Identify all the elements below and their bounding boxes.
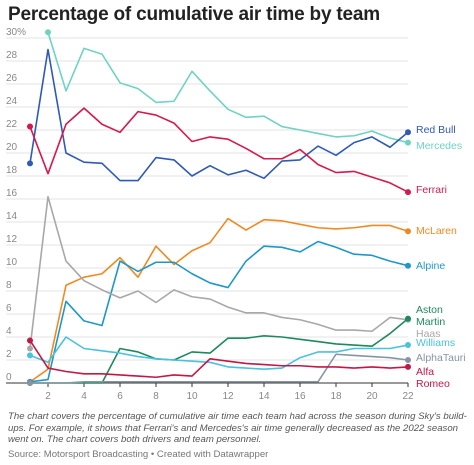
y-tick-label: 14 <box>6 211 18 222</box>
series-line-alfa-romeo <box>29 340 409 379</box>
y-tick-label: 22 <box>6 119 18 130</box>
y-tick-label: 2 <box>6 349 12 360</box>
x-tick-label: 2 <box>45 391 51 402</box>
series-line-aston-martin <box>30 317 409 384</box>
series-start-point-ferrari <box>27 123 33 130</box>
y-tick-label: 10 <box>6 257 18 268</box>
series-line-ferrari <box>29 107 409 193</box>
series-label-red-bull: Red Bull <box>416 124 456 136</box>
series-start-point-mercedes <box>45 29 51 36</box>
x-tick-label: 10 <box>186 391 198 402</box>
series-label-alphatauri: AlphaTauri <box>416 352 466 364</box>
x-tick-label: 4 <box>81 391 87 402</box>
series-line-williams <box>29 336 409 371</box>
x-tick-label: 16 <box>294 391 306 402</box>
series-label-aston-martin: Martin <box>416 316 445 328</box>
y-tick-label: 24 <box>6 96 18 107</box>
series-end-point-williams <box>405 342 411 349</box>
chart-caption: The chart covers the percentage of cumul… <box>8 411 467 446</box>
y-tick-label: 6 <box>6 303 12 314</box>
series-end-point-alphatauri <box>405 357 411 363</box>
series-label-mercedes: Mercedes <box>416 140 462 152</box>
x-tick-label: 18 <box>330 391 342 402</box>
x-tick-label: 6 <box>117 391 123 402</box>
series-label-williams: Williams <box>416 337 455 349</box>
series-label-mclaren: McLaren <box>416 225 457 237</box>
series-start-point-red-bull <box>27 160 33 167</box>
series-end-point-mclaren <box>405 228 411 235</box>
series-label-alfa-romeo: Alfa <box>416 366 434 378</box>
series-line-alphatauri <box>30 353 409 384</box>
series-label-haas: Haas <box>416 328 441 340</box>
y-tick-label: 12 <box>6 234 18 245</box>
y-tick-label: 30% <box>6 28 26 38</box>
y-tick-label: 16 <box>6 188 18 199</box>
series-start-point-williams <box>27 352 33 359</box>
y-tick-label: 4 <box>6 326 12 337</box>
series-end-point-aston-martin <box>405 315 411 322</box>
series-start-point-haas <box>27 345 33 352</box>
series-end-point-mercedes <box>405 139 411 146</box>
series-start-point-alphatauri <box>27 380 33 386</box>
x-tick-label: 20 <box>366 391 378 402</box>
x-tick-label: 12 <box>222 391 234 402</box>
series-line-haas <box>29 195 409 349</box>
chart-title: Percentage of cumulative air time by tea… <box>8 4 380 25</box>
series-line-alpine <box>29 240 409 383</box>
x-tick-label: 22 <box>402 391 414 402</box>
y-tick-label: 0 <box>6 372 12 383</box>
chart-source: Source: Motorsport Broadcasting • Create… <box>8 449 269 460</box>
series-label-alfa-romeo: Romeo <box>416 378 450 390</box>
y-tick-label: 26 <box>6 73 18 84</box>
y-tick-label: 8 <box>6 280 12 291</box>
y-tick-label: 18 <box>6 165 18 176</box>
series-end-point-alpine <box>405 262 411 269</box>
series-line-red-bull <box>29 48 409 182</box>
series-label-aston-martin: Aston <box>416 304 443 316</box>
x-tick-label: 14 <box>258 391 270 402</box>
x-tick-label: 8 <box>153 391 159 402</box>
series-line-mercedes <box>47 32 409 144</box>
series-label-alpine: Alpine <box>416 260 445 272</box>
y-tick-label: 20 <box>6 142 18 153</box>
series-line-mclaren <box>29 217 409 383</box>
series-end-point-ferrari <box>405 189 411 196</box>
y-tick-label: 28 <box>6 50 18 61</box>
series-end-point-red-bull <box>405 129 411 136</box>
series-start-point-alfa-romeo <box>27 337 33 344</box>
series-end-point-alfa-romeo <box>405 363 411 370</box>
series-label-ferrari: Ferrari <box>416 184 447 196</box>
